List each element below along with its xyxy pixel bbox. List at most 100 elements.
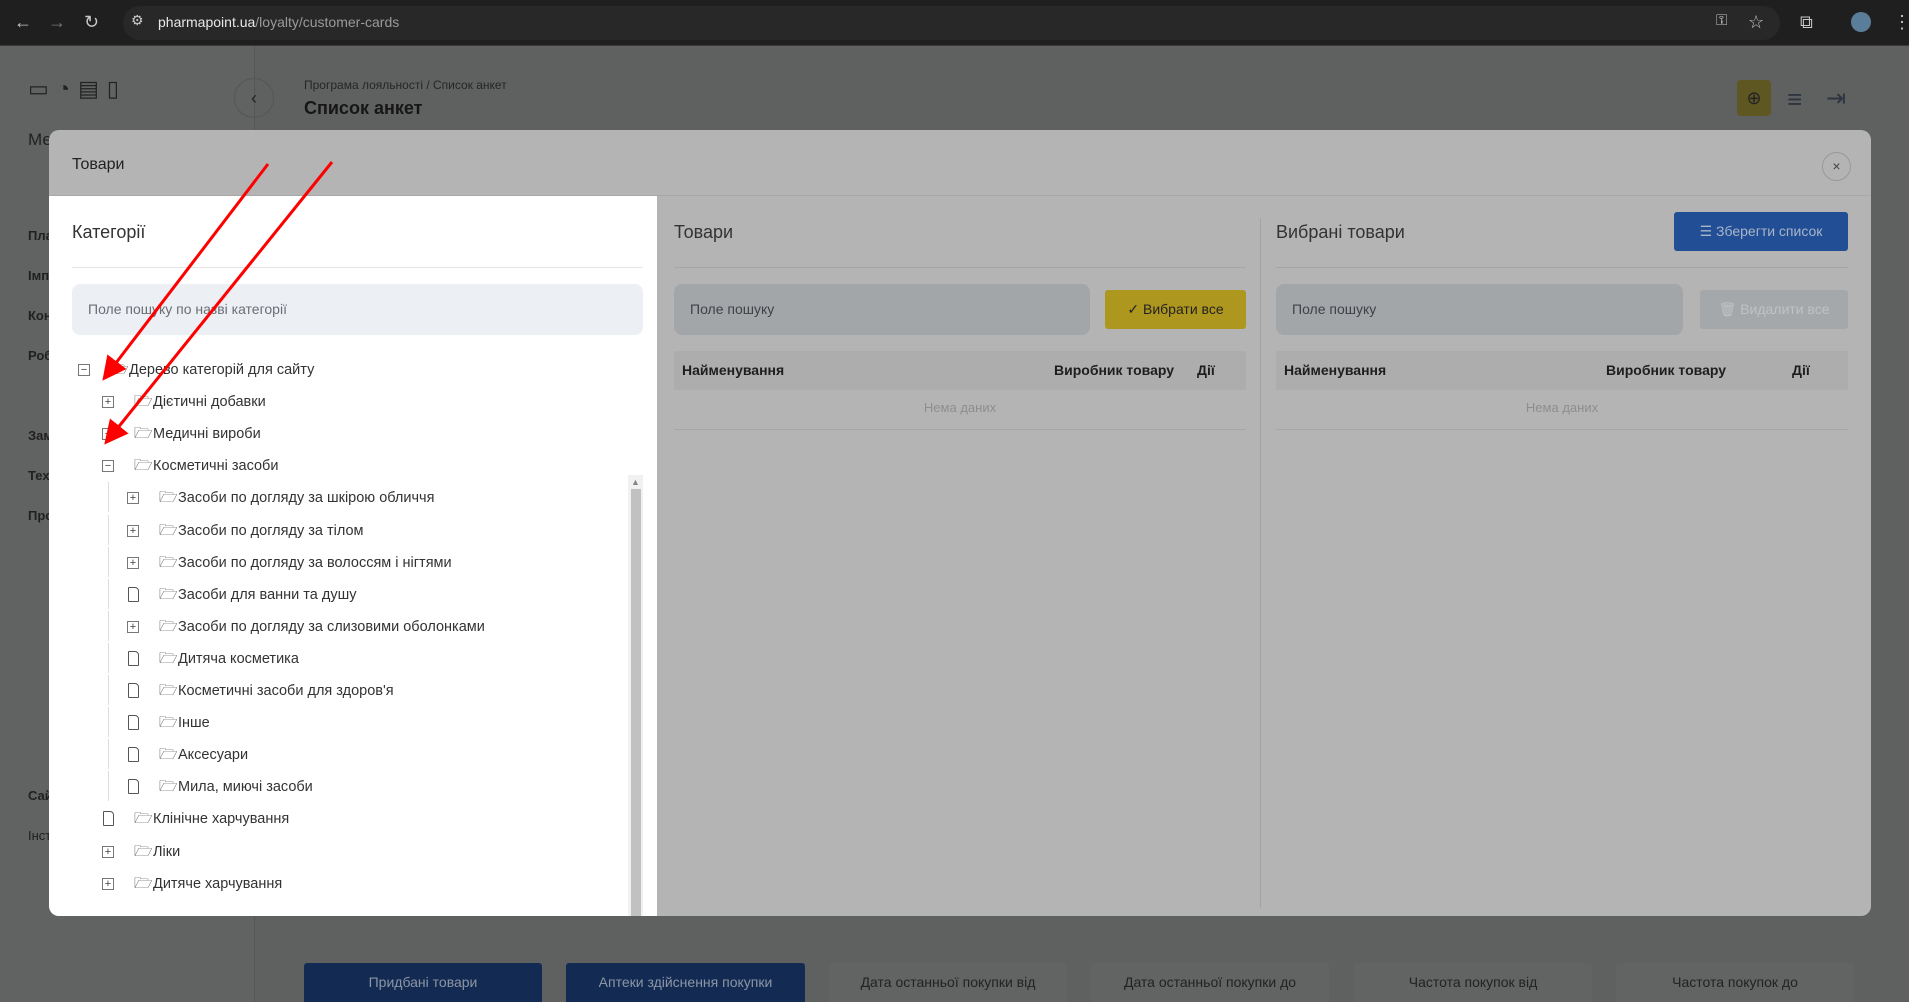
close-button[interactable]: × bbox=[1822, 152, 1851, 181]
back-icon[interactable]: ← bbox=[14, 12, 32, 32]
sidebar-item[interactable]: Про bbox=[28, 508, 54, 523]
tree-item-label: Дієтичні добавки bbox=[153, 394, 266, 411]
tree-item-label: Косметичні засоби для здоров'я bbox=[178, 683, 394, 699]
purchase-pharmacies-button[interactable]: Аптеки здійснення покупки bbox=[566, 963, 805, 1002]
divider bbox=[72, 267, 643, 268]
tree-item[interactable]: 🗁 Мила, миючі засоби bbox=[49, 774, 619, 800]
products-empty: Нема даних bbox=[923, 400, 997, 415]
collapse-minus-icon[interactable]: − bbox=[78, 364, 90, 376]
tree-guide-line bbox=[108, 578, 109, 609]
divider bbox=[1260, 218, 1261, 908]
product-search-input[interactable]: Поле пошуку bbox=[674, 284, 1090, 335]
collapse-minus-icon[interactable]: − bbox=[102, 460, 114, 473]
expand-plus-icon[interactable]: + bbox=[127, 620, 139, 633]
breadcrumb: Програма лояльності / Список анкет bbox=[304, 78, 507, 92]
tree-guide-line bbox=[108, 642, 109, 673]
trash-icon: 🗑 bbox=[1718, 301, 1741, 317]
expand-plus-icon[interactable]: + bbox=[127, 492, 139, 505]
profile-avatar[interactable] bbox=[1851, 12, 1871, 32]
expand-plus-icon[interactable]: + bbox=[127, 524, 139, 537]
sidebar-item[interactable]: Кон bbox=[28, 308, 52, 323]
tree-item[interactable]: − 🗁 Косметичні засоби bbox=[49, 453, 619, 479]
tree-item-label: Інше bbox=[178, 715, 210, 732]
tree-item-label: Засоби по догляду за тілом bbox=[178, 522, 364, 539]
tree-item[interactable]: + 🗁 Медичні вироби bbox=[49, 421, 619, 447]
purchased-products-button[interactable]: Придбані товари bbox=[304, 963, 542, 1002]
tree-item[interactable]: + 🗁 Засоби по догляду за слизовими оболонк… bbox=[49, 614, 619, 640]
save-list-button[interactable]: ☰ Зберегти список bbox=[1674, 212, 1848, 251]
key-icon[interactable]: ⚿ bbox=[1716, 12, 1728, 29]
folder-icon: 🗁 bbox=[159, 553, 178, 571]
tree-item[interactable]: + 🗁 Дієтичні добавки bbox=[49, 389, 619, 415]
tree-item[interactable]: + 🗁 Засоби по догляду за шкірою обличчя bbox=[49, 485, 619, 511]
selected-table-header: Найменування Виробник товару Дії bbox=[1276, 351, 1848, 390]
tab-frequency-to[interactable]: Частота покупок до bbox=[1616, 963, 1854, 1002]
tab-last-purchase-to[interactable]: Дата останньої покупки до bbox=[1091, 963, 1329, 1002]
site-settings-icon[interactable]: ⚙ bbox=[131, 12, 144, 28]
sidebar-item[interactable]: Роб bbox=[28, 348, 53, 363]
forward-icon[interactable]: → bbox=[48, 12, 66, 32]
url-text[interactable]: pharmapoint.ua/loyalty/customer-cards bbox=[158, 14, 399, 30]
tree-item[interactable]: 🗁 Косметичні засоби для здоров'я bbox=[49, 678, 619, 704]
delete-all-button[interactable]: 🗑 Видалити все bbox=[1700, 290, 1848, 329]
file-icon bbox=[128, 715, 139, 731]
tree-item[interactable]: 🗁 Інше bbox=[49, 710, 619, 736]
tree-item-label: Медичні вироби bbox=[153, 426, 261, 443]
folder-icon: 🗁 bbox=[159, 585, 178, 603]
tree-item[interactable]: + 🗁 Ліки bbox=[49, 839, 619, 865]
column-name[interactable]: Найменування bbox=[1284, 362, 1387, 378]
extensions-icon[interactable]: ⧉ bbox=[1800, 12, 1813, 32]
language-globe-button[interactable]: ⊕ bbox=[1737, 80, 1771, 116]
tree-item[interactable]: − 🗁 Дерево категорій для сайту bbox=[49, 357, 619, 383]
tree-item-label: Ліки bbox=[153, 843, 181, 860]
expand-plus-icon[interactable]: + bbox=[102, 428, 114, 441]
sidebar-item[interactable]: Зам bbox=[28, 428, 53, 443]
star-icon[interactable]: ☆ bbox=[1748, 12, 1765, 32]
scroll-up-icon[interactable]: ▲ bbox=[631, 477, 640, 487]
sidebar-item[interactable]: Сай bbox=[28, 788, 53, 803]
folder-icon: 🗁 bbox=[159, 714, 178, 732]
file-icon bbox=[128, 747, 139, 763]
sidebar-item[interactable]: Інст bbox=[28, 828, 52, 843]
tree-item-label: Дитяче харчування bbox=[153, 875, 283, 892]
expand-plus-icon[interactable]: + bbox=[102, 845, 114, 858]
tree-item[interactable]: + 🗁 Засоби по догляду за тілом bbox=[49, 518, 619, 544]
file-icon bbox=[128, 586, 139, 602]
address-bar[interactable] bbox=[123, 6, 1780, 40]
tree-item-label: Мила, миючі засоби bbox=[178, 779, 313, 796]
hamburger-menu-icon[interactable]: ≡ bbox=[1787, 84, 1803, 114]
more-icon[interactable]: ⋮ bbox=[1893, 12, 1909, 32]
scrollbar-thumb[interactable] bbox=[631, 489, 641, 916]
tree-item-label: Засоби по догляду за шкірою обличчя bbox=[178, 490, 435, 507]
divider bbox=[674, 429, 1246, 430]
sidebar-item[interactable]: Пла bbox=[28, 228, 53, 243]
tree-item-label: Дитяча косметика bbox=[178, 650, 299, 667]
folder-icon: 🗁 bbox=[134, 874, 153, 892]
column-name[interactable]: Найменування bbox=[682, 362, 785, 378]
expand-plus-icon[interactable]: + bbox=[102, 877, 114, 890]
sidebar-tool-icons[interactable]: ▭◔▤▯ bbox=[28, 76, 127, 101]
tree-item[interactable]: + 🗁 Дитяче харчування bbox=[49, 871, 619, 897]
collapse-sidebar-button[interactable]: ‹ bbox=[234, 78, 274, 118]
tree-item[interactable]: 🗁 Дитяча косметика bbox=[49, 646, 619, 672]
reload-icon[interactable]: ↻ bbox=[84, 12, 100, 32]
sidebar-item[interactable]: Тех bbox=[28, 468, 50, 483]
tab-last-purchase-from[interactable]: Дата останньої покупки від bbox=[829, 963, 1067, 1002]
sidebar-item[interactable]: Імп bbox=[28, 268, 50, 283]
selected-search-input[interactable]: Поле пошуку bbox=[1276, 284, 1683, 335]
file-icon bbox=[128, 779, 139, 795]
column-manufacturer[interactable]: Виробник товару bbox=[1054, 362, 1175, 378]
column-manufacturer[interactable]: Виробник товару bbox=[1606, 362, 1727, 378]
tree-item[interactable]: + 🗁 Засоби по догляду за волоссям і нігтям… bbox=[49, 550, 619, 576]
tab-frequency-from[interactable]: Частота покупок від bbox=[1354, 963, 1592, 1002]
tree-guide-line bbox=[108, 514, 109, 545]
folder-icon: 🗁 bbox=[159, 649, 178, 667]
tree-item[interactable]: 🗁 Аксесуари bbox=[49, 742, 619, 768]
select-all-button[interactable]: ✓ Вибрати все bbox=[1105, 290, 1246, 329]
tree-item[interactable]: 🗁 Засоби для ванни та душу bbox=[49, 582, 619, 608]
logout-icon[interactable]: ⇥ bbox=[1826, 85, 1847, 112]
expand-plus-icon[interactable]: + bbox=[102, 396, 114, 409]
expand-plus-icon[interactable]: + bbox=[127, 556, 139, 569]
tree-item[interactable]: 🗁 Клінічне харчування bbox=[49, 806, 619, 832]
modal-title: Товари bbox=[72, 156, 125, 173]
